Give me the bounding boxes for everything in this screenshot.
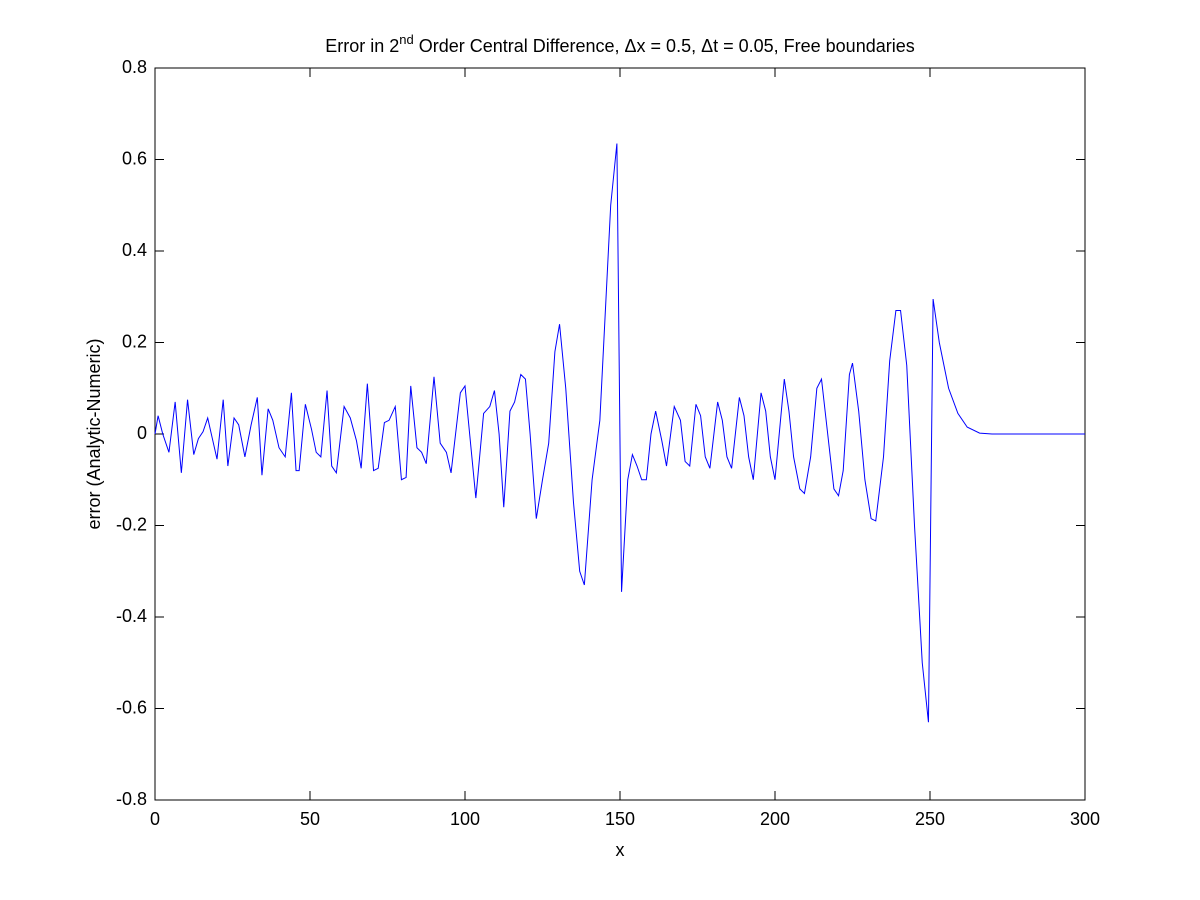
y-axis-label: error (Analytic-Numeric): [84, 338, 104, 529]
y-tick-label: -0.6: [116, 697, 147, 717]
y-tick-label: 0.4: [122, 240, 147, 260]
x-tick-label: 0: [150, 809, 160, 829]
x-tick-label: 250: [915, 809, 945, 829]
data-line: [154, 143, 1085, 723]
x-tick-label: 100: [450, 809, 480, 829]
x-axis-label: x: [616, 840, 625, 860]
x-tick-label: 50: [300, 809, 320, 829]
x-tick-label: 150: [605, 809, 635, 829]
title-rest: Order Central Difference, Δx = 0.5, Δt =…: [414, 36, 915, 56]
y-tick-label: -0.4: [116, 606, 147, 626]
y-tick-label: -0.2: [116, 514, 147, 534]
x-tick-label: 300: [1070, 809, 1100, 829]
y-tick-label: 0: [137, 423, 147, 443]
y-tick-label: 0.8: [122, 57, 147, 77]
y-tick-label: 0.2: [122, 331, 147, 351]
title-superscript: nd: [399, 32, 413, 47]
x-tick-label: 200: [760, 809, 790, 829]
chart-title: Error in 2nd Order Central Difference, Δ…: [325, 32, 914, 56]
title-main: Error in 2: [325, 36, 399, 56]
y-tick-label: -0.8: [116, 789, 147, 809]
y-tick-label: 0.6: [122, 148, 147, 168]
